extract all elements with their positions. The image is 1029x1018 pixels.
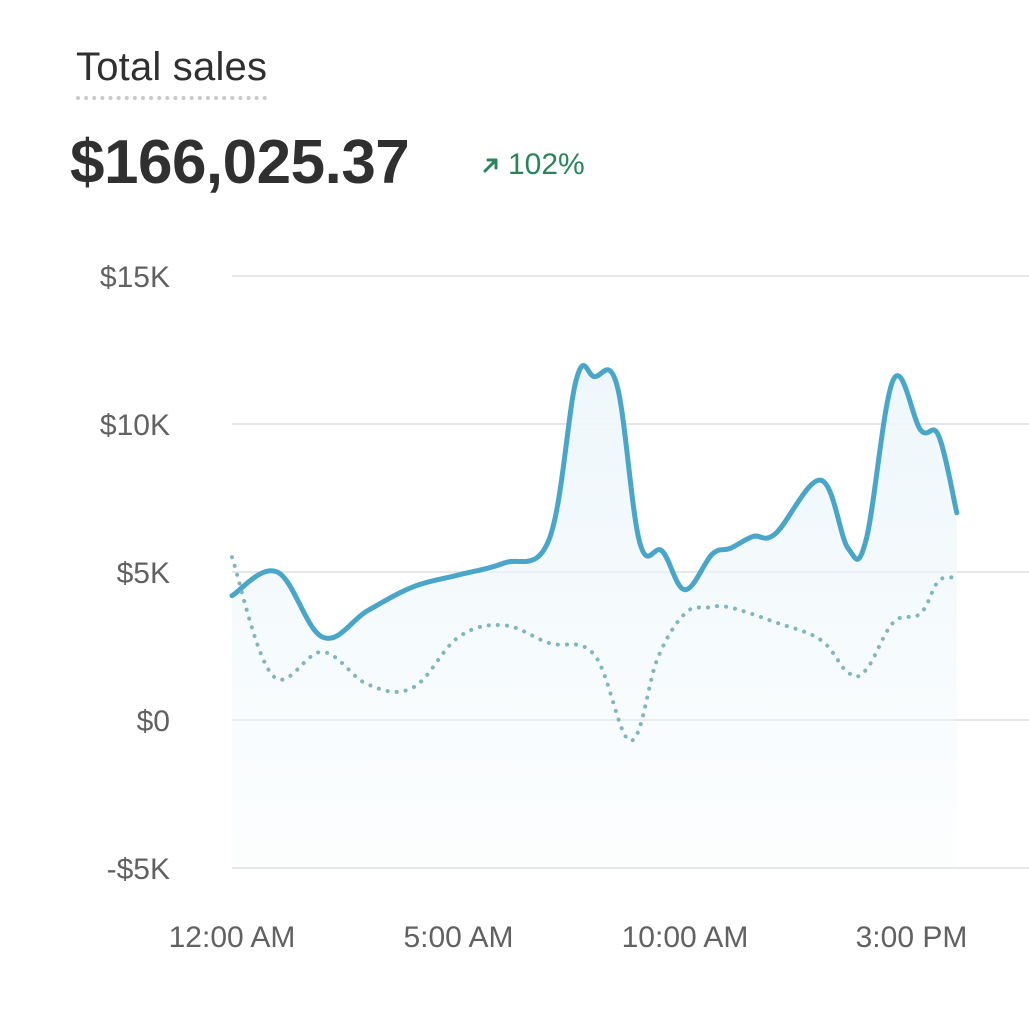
y-tick-label: $10K bbox=[100, 409, 170, 442]
y-axis-ticks: $15K $10K $5K $0 -$5K bbox=[100, 261, 170, 886]
current-period-line bbox=[229, 363, 960, 641]
page-title[interactable]: Total sales bbox=[76, 44, 268, 100]
series-lines bbox=[229, 363, 960, 743]
y-tick-label: $0 bbox=[137, 705, 170, 738]
change-badge: 102% bbox=[480, 147, 585, 183]
area-fill-layer bbox=[232, 365, 957, 868]
x-tick-label: 12:00 AM bbox=[169, 921, 296, 954]
total-sales-value: $166,025.37 bbox=[70, 128, 410, 197]
x-tick-label: 5:00 AM bbox=[403, 921, 513, 954]
sales-area bbox=[232, 365, 957, 868]
change-percent: 102% bbox=[508, 148, 585, 181]
x-tick-label: 3:00 PM bbox=[856, 921, 968, 954]
x-tick-label: 10:00 AM bbox=[622, 921, 749, 954]
arrow-up-right-icon bbox=[483, 158, 498, 173]
y-tick-label: -$5K bbox=[107, 853, 170, 886]
y-tick-label: $5K bbox=[117, 557, 170, 590]
x-axis-ticks: 12:00 AM 5:00 AM 10:00 AM 3:00 PM bbox=[169, 921, 968, 954]
y-tick-label: $15K bbox=[100, 261, 170, 294]
